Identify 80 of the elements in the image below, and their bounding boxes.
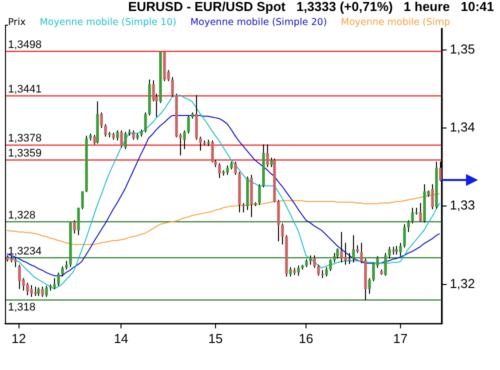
candlestick — [348, 252, 351, 264]
candlestick — [309, 254, 312, 266]
x-tick-label: 16 — [298, 330, 314, 346]
x-tick-label: 15 — [208, 330, 223, 346]
candlestick — [407, 220, 410, 232]
chart-title: EURUSD - EUR/USD Spot 1,3333 (+0,71%) 1 heure 10:41 — [128, 0, 494, 14]
candlestick — [57, 272, 60, 286]
candlestick — [431, 184, 434, 210]
ref-line-label: 1,328 — [8, 209, 36, 222]
ref-line-label: 1,3441 — [8, 83, 42, 96]
candlestick — [211, 140, 214, 163]
candlestick — [53, 278, 56, 290]
candlestick — [104, 124, 107, 138]
candlestick — [242, 202, 245, 213]
candlestick — [26, 282, 29, 296]
candlestick — [281, 222, 284, 245]
candlestick — [41, 286, 44, 298]
text: Moyenne mobile (Simple 20) — [190, 17, 327, 28]
candlestick — [329, 258, 332, 272]
legend-title: Prix — [8, 17, 26, 28]
candlestick — [116, 130, 119, 141]
candlestick — [313, 254, 316, 268]
candlestick — [258, 184, 261, 206]
candlestick — [81, 190, 84, 210]
candlestick — [93, 134, 96, 145]
y-tick-label: 1,33 — [450, 198, 476, 213]
candlestick — [18, 264, 21, 290]
candlestick — [411, 207, 414, 224]
candlestick — [183, 130, 186, 150]
ref-line-label: 1,3234 — [8, 245, 42, 258]
candlestick — [344, 242, 347, 266]
y-tick-label: 1,35 — [450, 41, 476, 56]
candlestick — [144, 112, 147, 134]
x-tick-label: 14 — [114, 330, 128, 346]
x-tick-label: 17 — [393, 330, 408, 346]
candlestick — [34, 286, 37, 297]
candlestick — [403, 224, 406, 248]
candlestick — [340, 231, 343, 263]
candlestick — [61, 266, 64, 277]
candlestick — [352, 234, 355, 263]
candlestick — [187, 114, 190, 134]
candlestick — [336, 248, 339, 260]
ref-line-label: 1,3378 — [8, 132, 42, 145]
ref-line-label: 1,3498 — [8, 38, 42, 51]
candlestick — [45, 285, 48, 298]
y-tick-label: 1,32 — [450, 276, 476, 291]
candlestick — [372, 262, 375, 282]
candlestick — [266, 144, 269, 168]
candlestick — [368, 278, 371, 294]
candlestick — [100, 112, 103, 128]
candlestick — [399, 242, 402, 257]
candlestick — [132, 130, 135, 140]
candlestick — [270, 157, 273, 168]
candlestick — [277, 199, 280, 242]
candlestick — [234, 161, 237, 176]
candlestick — [317, 264, 320, 276]
candlestick — [325, 266, 328, 277]
candlestick — [199, 136, 202, 152]
candlestick — [120, 130, 123, 148]
candlestick — [30, 284, 33, 298]
candlestick — [297, 265, 300, 276]
candlestick — [289, 266, 292, 277]
candlestick — [14, 257, 17, 268]
candlestick — [226, 165, 229, 176]
ref-line-label: 1,318 — [8, 301, 36, 314]
candlestick — [388, 246, 391, 260]
ref-line-label: 1,3359 — [8, 148, 42, 160]
y-tick-label: 1,34 — [450, 120, 476, 135]
candlestick — [171, 76, 174, 98]
candlestick — [384, 252, 387, 276]
candlestick — [333, 252, 336, 263]
candlestick — [321, 270, 324, 279]
x-tick-label: 12 — [12, 330, 26, 346]
text: Moyenne mobile (Simple 10) — [40, 17, 176, 28]
candlestick — [73, 220, 76, 234]
candlestick — [77, 207, 80, 236]
candlestick — [419, 202, 422, 222]
candlestick — [124, 131, 127, 150]
text: Moyenne mobile (Simp — [340, 17, 450, 28]
candlestick — [218, 162, 221, 179]
